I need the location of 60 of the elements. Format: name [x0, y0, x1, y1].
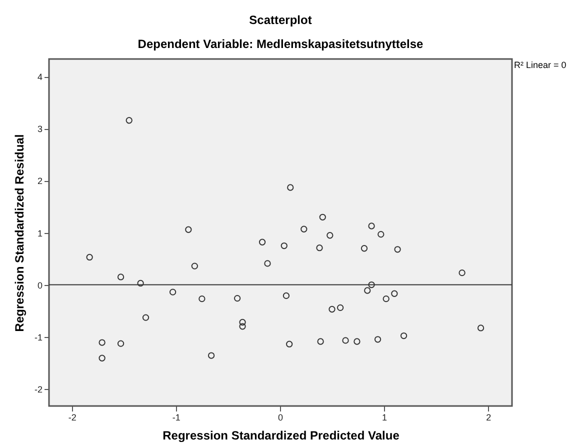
- point: [208, 352, 215, 359]
- point: [394, 246, 401, 253]
- point: [300, 226, 308, 232]
- point: [287, 184, 294, 191]
- point: [86, 254, 93, 261]
- point: [280, 242, 288, 250]
- x-tick-label: 0: [278, 412, 283, 422]
- point: [477, 324, 484, 332]
- point: [328, 306, 336, 313]
- y-tick-label: 2: [37, 176, 42, 186]
- point: [126, 117, 132, 124]
- point: [137, 280, 144, 287]
- point: [234, 294, 241, 302]
- point: [185, 226, 192, 233]
- point: [286, 340, 293, 348]
- point: [319, 214, 326, 220]
- point: [400, 332, 408, 340]
- y-tick-label: 4: [37, 72, 42, 82]
- point: [264, 260, 271, 267]
- point: [391, 290, 398, 297]
- y-tick-label: 1: [37, 228, 42, 238]
- point: [458, 269, 466, 276]
- point: [378, 231, 384, 238]
- point: [282, 292, 290, 300]
- y-tick-label: -1: [34, 332, 42, 342]
- point: [364, 287, 371, 294]
- point: [98, 339, 106, 346]
- x-tick-label: -2: [68, 412, 76, 422]
- y-tick-label: 0: [37, 280, 42, 290]
- point: [360, 245, 368, 252]
- x-tick-label: 2: [486, 412, 492, 422]
- chart-subtitle: Dependent Variable: Medlemskapasitetsutnyttelse: [138, 37, 424, 51]
- point: [117, 274, 124, 280]
- point: [316, 244, 323, 252]
- point: [98, 354, 106, 362]
- point: [382, 296, 390, 302]
- point: [354, 338, 360, 345]
- y-tick-label: 3: [37, 124, 42, 134]
- point: [191, 262, 198, 270]
- point: [258, 238, 266, 246]
- point: [117, 340, 124, 347]
- chart-title: Scatterplot: [249, 13, 312, 27]
- point: [368, 281, 375, 288]
- point: [326, 232, 334, 239]
- point: [368, 222, 375, 230]
- y-axis-title: Regression Standardized Residual: [12, 134, 26, 332]
- text: R² Linear = 0: [514, 60, 566, 70]
- point: [198, 296, 206, 302]
- y-tick-label: -2: [34, 384, 42, 394]
- x-axis-title: Regression Standardized Predicted Value: [162, 428, 400, 442]
- point: [337, 304, 344, 311]
- point: [142, 314, 150, 321]
- point: [317, 338, 324, 345]
- point: [239, 318, 246, 326]
- x-tick-label: -1: [172, 412, 180, 422]
- x-tick-label: 1: [382, 412, 388, 422]
- point: [169, 288, 176, 296]
- point: [342, 337, 349, 344]
- point: [239, 323, 246, 330]
- point: [374, 336, 382, 343]
